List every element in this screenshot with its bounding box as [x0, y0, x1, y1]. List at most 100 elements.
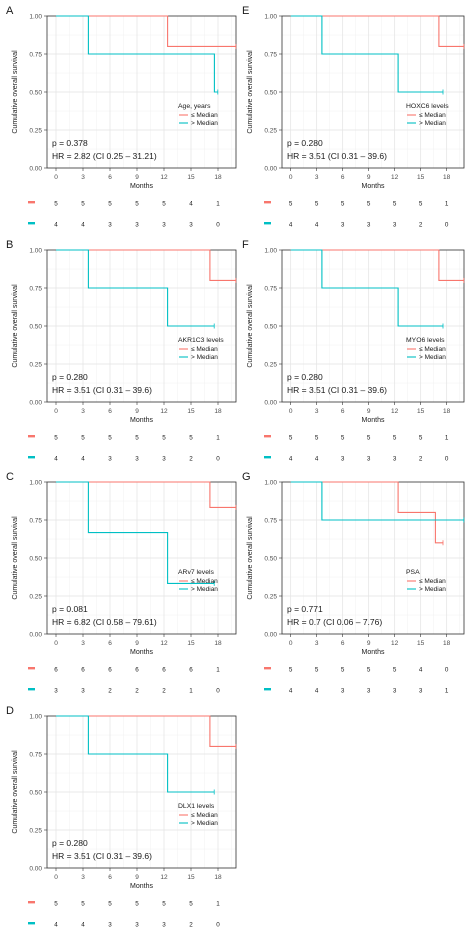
x-tick-label: 6	[108, 874, 112, 881]
risk-table-value: 5	[341, 435, 345, 442]
x-tick-label: 15	[417, 640, 425, 647]
risk-table-value: 2	[135, 688, 139, 695]
risk-table-value: 2	[419, 222, 423, 229]
risk-table-value: 5	[81, 901, 85, 908]
legend-label: ≤ Median	[191, 578, 218, 585]
risk-table-value: 3	[108, 922, 112, 929]
risk-table-value: 4	[315, 456, 319, 463]
y-tick-label: 0.25	[29, 362, 42, 369]
stats-annotation: HR = 3.51 (CI 0.31 – 39.6)	[52, 385, 152, 395]
panel-e: E0.000.250.500.751.000 3 6 9 12 15 18MonthsCum…	[242, 5, 465, 229]
panel-a: A0.000.250.500.751.000 3 6 9 12 15 18MonthsCum…	[6, 5, 237, 229]
stats-annotation: p = 0.771	[287, 604, 323, 614]
legend-label: > Median	[191, 586, 218, 593]
risk-table-value: 3	[162, 456, 166, 463]
risk-table-value: 2	[189, 456, 193, 463]
risk-table-value: 3	[162, 922, 166, 929]
legend-title: MYO6 levels	[406, 337, 445, 344]
risk-table-value: 4	[54, 456, 58, 463]
stats-annotation: HR = 6.82 (CI 0.58 – 79.61)	[52, 617, 157, 627]
risk-table-value: 5	[162, 435, 166, 442]
risk-table-key	[28, 435, 35, 438]
km-curve-high	[56, 481, 215, 584]
risk-table-value: 5	[135, 901, 139, 908]
x-tick-label: 6	[341, 640, 345, 647]
y-tick-label: 0.00	[29, 866, 42, 873]
km-curve-low	[56, 249, 236, 281]
legend-title: AKR1C3 levels	[178, 337, 224, 344]
legend-title: DLX1 levels	[178, 803, 215, 810]
stats-annotation: p = 0.081	[52, 604, 88, 614]
x-tick-label: 12	[391, 640, 399, 647]
y-tick-label: 1.00	[29, 480, 42, 487]
km-curve-low	[56, 15, 236, 47]
x-tick-label: 3	[81, 874, 85, 881]
x-tick-label: 3	[81, 174, 85, 181]
y-tick-label: 0.50	[264, 324, 277, 331]
risk-table-value: 1	[216, 667, 220, 674]
risk-table-key	[28, 201, 35, 204]
y-tick-label: 0.75	[264, 518, 277, 525]
risk-table-key	[264, 688, 271, 691]
legend-label: ≤ Median	[419, 346, 446, 353]
risk-table-value: 1	[445, 688, 449, 695]
y-axis-title: Cumulative overall survival	[247, 516, 254, 600]
panel-label: C	[6, 471, 14, 483]
y-tick-label: 1.00	[264, 14, 277, 21]
x-axis-title: Months	[362, 183, 385, 190]
stats-annotation: HR = 2.82 (CI 0.25 – 31.21)	[52, 151, 157, 161]
risk-table-value: 3	[108, 456, 112, 463]
legend-label: ≤ Median	[419, 578, 446, 585]
legend-title: HOXC6 levels	[406, 103, 449, 110]
x-tick-label: 9	[367, 408, 371, 415]
y-tick-label: 0.00	[29, 400, 42, 407]
stats-annotation: p = 0.378	[52, 138, 88, 148]
x-axis-title: Months	[130, 649, 153, 656]
y-tick-label: 0.75	[29, 752, 42, 759]
risk-table-value: 5	[367, 435, 371, 442]
x-tick-label: 18	[443, 408, 451, 415]
risk-table-value: 3	[367, 222, 371, 229]
risk-table-value: 3	[162, 222, 166, 229]
risk-table-value: 5	[81, 201, 85, 208]
x-tick-label: 12	[391, 174, 399, 181]
y-axis-title: Cumulative overall survival	[12, 284, 19, 368]
risk-table-value: 4	[54, 222, 58, 229]
panel-c: C0.000.250.500.751.000 3 6 9 12 15 18MonthsCum…	[6, 471, 237, 695]
x-tick-label: 12	[160, 874, 168, 881]
risk-table-value: 5	[108, 435, 112, 442]
risk-table-value: 5	[54, 201, 58, 208]
risk-table-value: 4	[315, 222, 319, 229]
minor-gridlines	[282, 16, 464, 168]
risk-table-value: 3	[189, 222, 193, 229]
risk-table-value: 5	[81, 435, 85, 442]
y-axis-title: Cumulative overall survival	[12, 516, 19, 600]
y-tick-label: 0.75	[29, 52, 42, 59]
risk-table-value: 5	[393, 667, 397, 674]
risk-table-value: 0	[216, 922, 220, 929]
risk-table-value: 4	[81, 922, 85, 929]
y-axis-title: Cumulative overall survival	[247, 284, 254, 368]
risk-table-key	[264, 201, 271, 204]
risk-table-value: 4	[189, 201, 193, 208]
risk-table-value: 5	[108, 901, 112, 908]
panel-label: F	[242, 239, 249, 251]
legend-label: ≤ Median	[191, 812, 218, 819]
risk-table-value: 3	[367, 688, 371, 695]
panel-f: F0.000.250.500.751.000 3 6 9 12 15 18MonthsCum…	[242, 239, 465, 463]
risk-table-value: 6	[54, 667, 58, 674]
y-tick-label: 0.50	[29, 90, 42, 97]
x-tick-label: 3	[315, 640, 319, 647]
panel-b: B0.000.250.500.751.000 3 6 9 12 15 18MonthsCum…	[6, 239, 237, 463]
x-tick-label: 0	[289, 640, 293, 647]
risk-table-value: 5	[289, 667, 293, 674]
x-tick-label: 0	[54, 874, 58, 881]
y-tick-label: 0.00	[264, 632, 277, 639]
legend-label: > Median	[191, 820, 218, 827]
x-tick-label: 9	[135, 874, 139, 881]
stats-annotation: p = 0.280	[52, 838, 88, 848]
risk-table-value: 5	[162, 201, 166, 208]
risk-table-key	[28, 922, 35, 925]
risk-table-value: 0	[445, 456, 449, 463]
